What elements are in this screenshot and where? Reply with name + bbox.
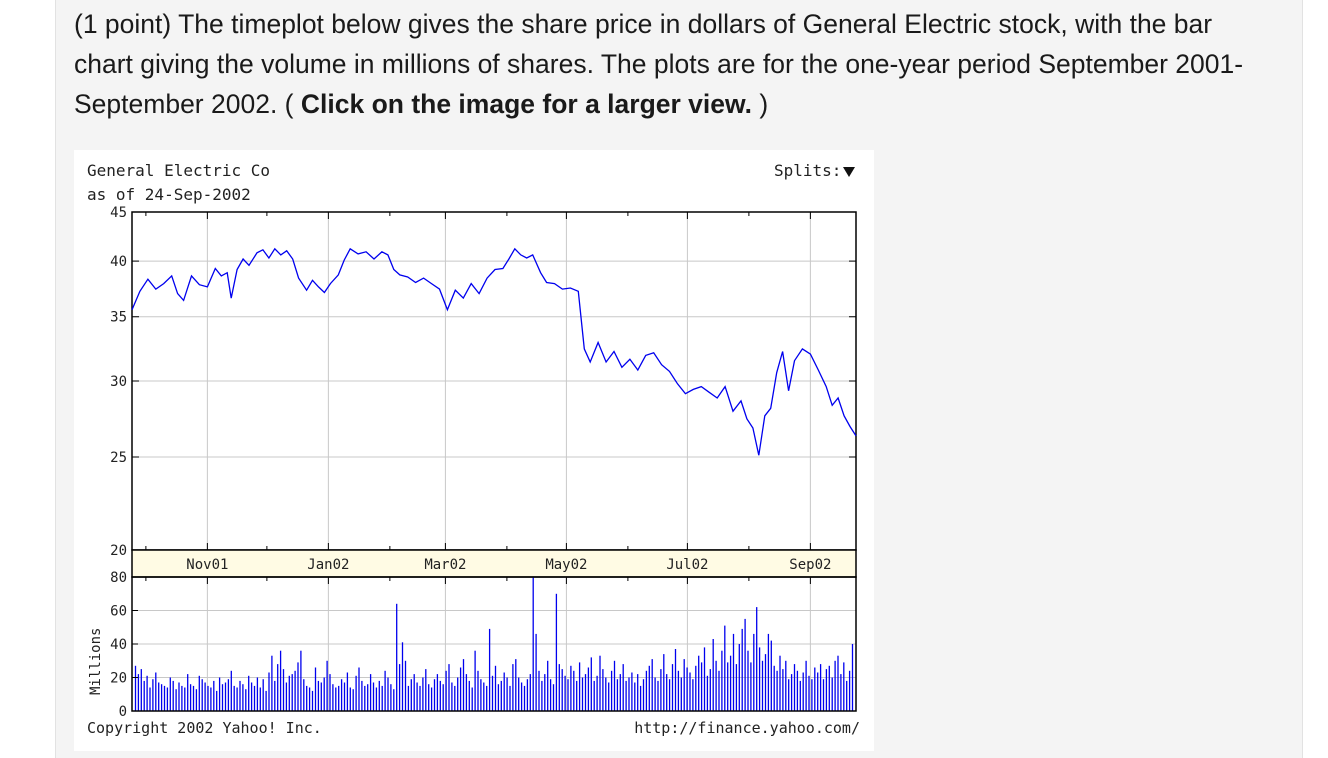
price-y-tick-label: 45 <box>110 205 127 221</box>
volume-y-tick-label: 0 <box>119 704 127 720</box>
splits-dropdown-icon[interactable] <box>843 167 855 177</box>
larger-view-link-text: Click on the image for a larger view. <box>300 89 753 119</box>
source-url: http://finance.yahoo.com/ <box>634 719 860 737</box>
chart-title: General Electric Co <box>87 161 270 180</box>
date-axis-label: Nov01 <box>186 557 228 573</box>
chart-subtitle: as of 24-Sep-2002 <box>87 185 251 204</box>
date-axis-band <box>131 549 857 578</box>
price-grid <box>132 212 856 550</box>
volume-y-axis: 80 60 40 20 0 <box>110 570 138 720</box>
price-y-tick-label: 35 <box>110 310 127 326</box>
date-axis-label: Jan02 <box>307 557 349 573</box>
question-body: The timeplot below gives the share price… <box>74 9 1244 119</box>
question-text: (1 point) The timeplot below gives the s… <box>74 4 1264 124</box>
price-y-tick-label: 40 <box>110 254 127 270</box>
splits-label: Splits: <box>774 161 841 180</box>
volume-axis-label: Millions <box>88 628 104 695</box>
date-axis-label: Jul02 <box>666 557 708 573</box>
question-close-paren: ) <box>759 89 769 119</box>
volume-y-tick-label: 60 <box>110 604 127 620</box>
volume-y-tick-label: 80 <box>110 570 127 586</box>
volume-y-tick-label: 40 <box>110 637 127 653</box>
volume-bars <box>134 577 854 711</box>
price-y-tick-label: 25 <box>110 450 127 466</box>
price-y-tick-label: 20 <box>110 543 127 559</box>
date-axis-label: May02 <box>545 557 587 573</box>
price-y-tick-label: 30 <box>110 374 127 390</box>
stock-chart: General Electric Co as of 24-Sep-2002 Sp… <box>74 150 874 751</box>
stock-chart-image-link[interactable]: General Electric Co as of 24-Sep-2002 Sp… <box>74 150 874 751</box>
question-points: (1 point) <box>74 9 172 39</box>
price-y-axis: 45 40 35 30 25 20 <box>110 205 856 559</box>
date-axis-label: Mar02 <box>424 557 466 573</box>
date-axis: Nov01 Jan02 Mar02 May02 Jul02 Sep02 <box>186 557 831 573</box>
volume-grid <box>132 577 856 711</box>
copyright-text: Copyright 2002 Yahoo! Inc. <box>87 719 322 737</box>
date-axis-label: Sep02 <box>789 557 831 573</box>
volume-y-tick-label: 20 <box>110 671 127 687</box>
price-series-line <box>131 247 857 456</box>
